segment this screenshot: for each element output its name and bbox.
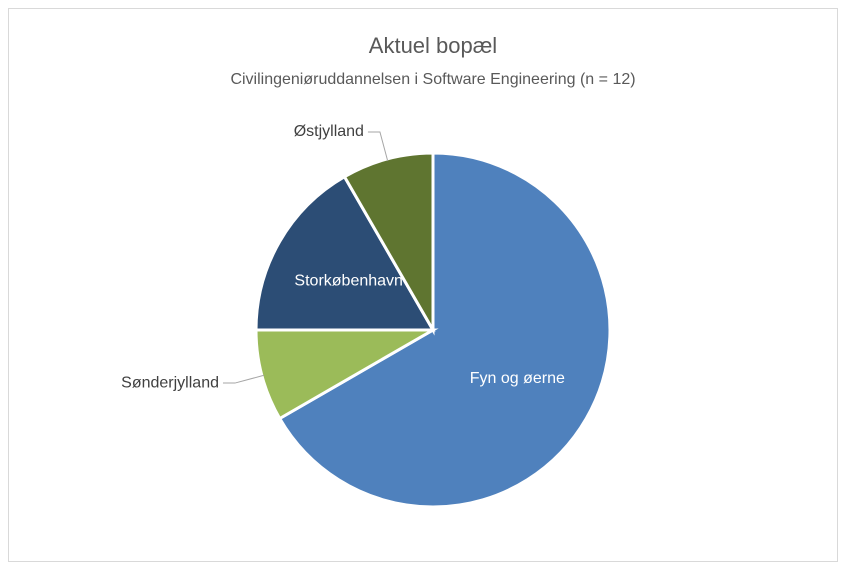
leader-line — [222, 374, 265, 384]
slice-label: Storkøbenhavn — [294, 273, 403, 290]
slice-label: Fyn og øerne — [470, 370, 565, 387]
pie-slice — [277, 151, 612, 509]
leader-line — [367, 131, 389, 162]
slice-label: Østjylland — [294, 123, 364, 140]
slice-label: Sønderjylland — [121, 374, 219, 391]
chart-title: Aktuel bopæl — [369, 33, 497, 58]
pie-slice — [254, 174, 436, 332]
chart-subtitle: Civilingeniøruddannelsen i Software Engi… — [230, 71, 635, 88]
